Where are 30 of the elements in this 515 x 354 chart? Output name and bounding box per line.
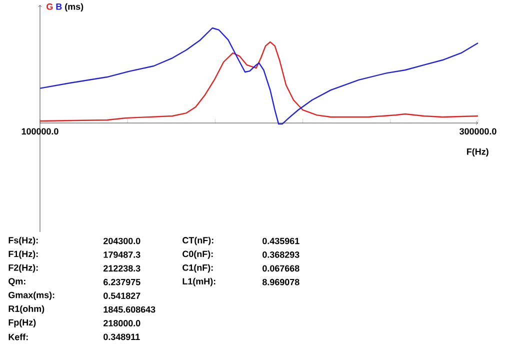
x-tick-label: 300000.0 — [460, 128, 496, 135]
text: Fp(Hz) — [8, 319, 36, 328]
text: Qm: — [8, 278, 26, 286]
x-axis-title: F(Hz) — [467, 148, 488, 157]
y-axis-title: (ms) — [65, 3, 84, 12]
text: L1(mH): — [182, 278, 216, 286]
text: Gmax(ms): — [8, 292, 54, 300]
text: 0.067668 — [262, 265, 300, 272]
text: C1(nF): — [182, 264, 213, 273]
text: G — [46, 3, 53, 10]
text: 218000.0 — [104, 320, 140, 326]
text: Keff: — [8, 334, 28, 340]
text: R1(ohm) — [8, 305, 44, 314]
text: 212238.3 — [104, 265, 140, 272]
text: 0.541827 — [104, 292, 140, 299]
text: B — [56, 4, 62, 10]
text: F1(Hz): — [8, 250, 38, 259]
text: 0.348911 — [104, 334, 140, 340]
text: 6.237975 — [104, 278, 140, 286]
x-tick-label: 100000.0 — [22, 128, 58, 135]
text: CT(nF): — [182, 236, 214, 246]
text: 8.969078 — [262, 278, 300, 286]
text: 0.368293 — [262, 252, 300, 258]
text: 0.435961 — [262, 238, 300, 244]
text: 179487.3 — [104, 252, 140, 258]
text: 1845.608643 — [104, 306, 156, 313]
text: Fs(Hz): — [8, 236, 38, 246]
text: C0(nF): — [182, 250, 213, 259]
text: F2(Hz): — [8, 264, 38, 273]
text: 204300.0 — [104, 238, 140, 244]
